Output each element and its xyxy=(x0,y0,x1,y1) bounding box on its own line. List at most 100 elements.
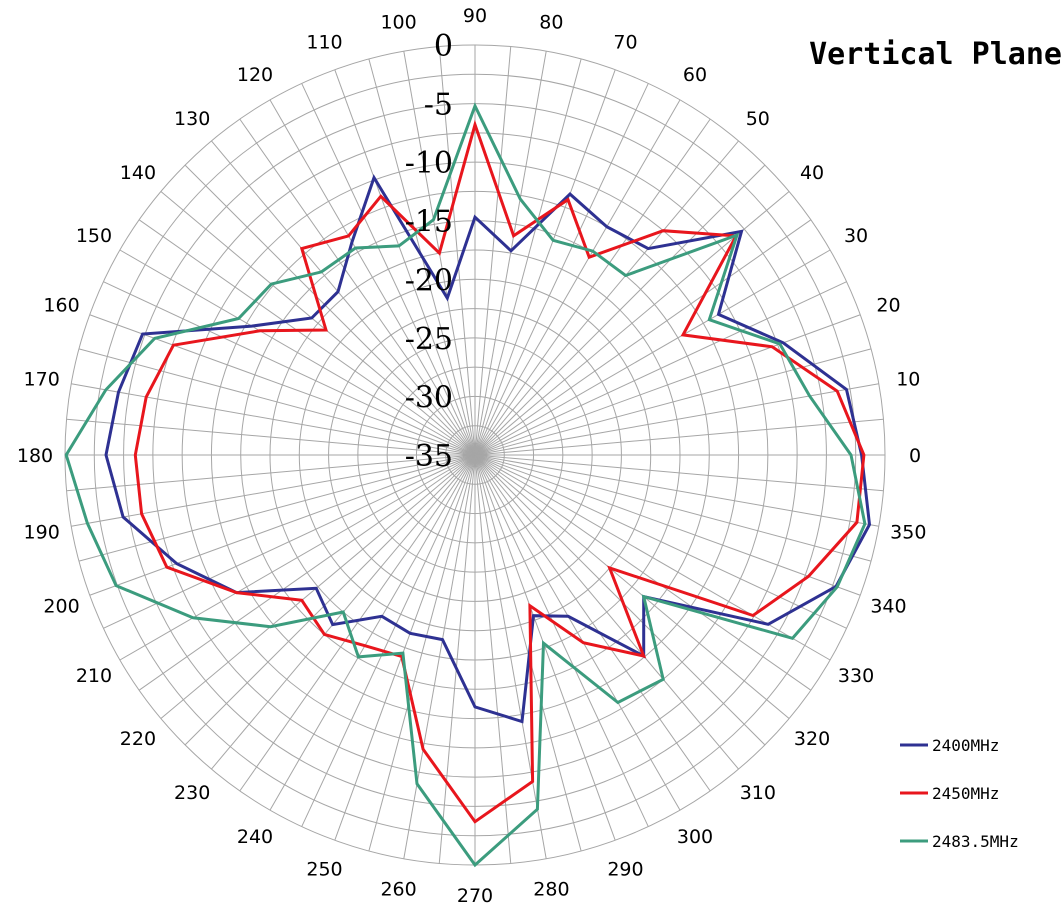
grid-spoke xyxy=(474,164,766,456)
angle-tick-label: 330 xyxy=(838,665,874,687)
grid-spoke xyxy=(474,454,649,827)
grid-spoke xyxy=(474,418,884,456)
angle-tick-label: 200 xyxy=(43,595,79,617)
grid-spoke xyxy=(119,249,476,456)
angle-tick-label: 270 xyxy=(457,885,493,907)
grid-spoke xyxy=(160,454,476,719)
grid-spoke xyxy=(474,454,547,859)
grid-spoke xyxy=(239,454,476,792)
grid-spoke xyxy=(474,454,884,492)
legend-label: 2400MHz xyxy=(932,736,999,755)
angle-tick-label: 280 xyxy=(533,878,569,900)
angle-tick-label: 260 xyxy=(380,878,416,900)
grid-spoke xyxy=(103,281,476,456)
radial-tick-label: -15 xyxy=(405,205,453,240)
grid-spoke xyxy=(403,454,476,859)
angle-tick-label: 190 xyxy=(24,521,60,543)
grid-spoke xyxy=(239,118,476,456)
grid-spoke xyxy=(474,454,831,661)
radial-tick-label: -35 xyxy=(405,439,453,474)
grid-spoke xyxy=(474,83,649,456)
grid-spoke xyxy=(474,140,739,456)
series-line-2450MHz xyxy=(133,119,866,824)
grid-spoke xyxy=(103,454,476,629)
grid-spoke xyxy=(474,69,616,456)
grid-spoke xyxy=(138,219,476,456)
angle-tick-label: 220 xyxy=(120,728,156,750)
grid-spoke xyxy=(119,454,476,661)
grid-spoke xyxy=(138,454,476,691)
grid-spoke xyxy=(184,454,476,746)
angle-tick-label: 20 xyxy=(876,295,900,317)
angle-tick-label: 180 xyxy=(17,445,53,467)
grid-spoke xyxy=(66,418,476,456)
series-lines xyxy=(64,102,872,868)
angle-tick-label: 10 xyxy=(896,369,920,391)
angle-tick-label: 130 xyxy=(174,108,210,130)
angle-tick-label: 150 xyxy=(76,225,112,247)
series-line-2483.5MHz xyxy=(64,102,867,868)
grid-spoke xyxy=(474,383,879,456)
grid-spoke xyxy=(474,454,872,562)
angle-tick-label: 100 xyxy=(380,12,416,34)
grid-spoke xyxy=(474,454,512,864)
grid-spoke xyxy=(71,383,476,456)
grid-spoke xyxy=(438,454,476,864)
angle-tick-label: 40 xyxy=(800,162,824,184)
angle-tick-label: 30 xyxy=(844,225,868,247)
angle-tick-label: 120 xyxy=(237,64,273,86)
angle-tick-label: 50 xyxy=(746,108,770,130)
radial-tick-label: -10 xyxy=(405,146,453,181)
angle-tick-label: 140 xyxy=(120,162,156,184)
grid-spoke xyxy=(211,140,476,456)
angle-tick-label: 350 xyxy=(890,521,926,543)
radial-tick-label: 0 xyxy=(434,29,453,64)
angle-tick-labels: 0 10 20 30 40 50 60 70 80 90 100 110 120 130 140 150 160… xyxy=(17,5,927,907)
radial-tick-label: -20 xyxy=(405,263,453,298)
grid-spoke xyxy=(474,118,711,456)
grid-spoke xyxy=(334,454,476,841)
legend-label: 2450MHz xyxy=(932,784,999,803)
grid-spoke xyxy=(474,314,861,456)
grid-spoke xyxy=(474,454,711,792)
angle-tick-label: 90 xyxy=(463,5,487,27)
grid-spoke xyxy=(301,454,476,827)
angle-tick-label: 60 xyxy=(683,64,707,86)
grid-spoke xyxy=(368,454,476,852)
radial-tick-label: -5 xyxy=(424,88,453,123)
angle-tick-label: 290 xyxy=(607,858,643,880)
grid-spoke xyxy=(160,191,476,456)
angle-tick-label: 250 xyxy=(306,858,342,880)
angle-tick-label: 170 xyxy=(24,369,60,391)
grid-spoke xyxy=(474,454,616,841)
grid-spoke xyxy=(474,99,681,456)
grid-spoke xyxy=(474,51,547,456)
angle-tick-label: 70 xyxy=(613,32,637,54)
angle-tick-label: 80 xyxy=(539,12,563,34)
grid-spoke xyxy=(474,454,812,691)
grid-spoke xyxy=(474,281,847,456)
grid-spoke xyxy=(438,46,476,456)
angle-tick-label: 160 xyxy=(43,295,79,317)
grid-spoke xyxy=(474,454,790,719)
grid-spoke xyxy=(184,164,476,456)
grid-spoke xyxy=(71,454,476,527)
grid-spoke xyxy=(474,348,872,456)
grid-spoke xyxy=(78,348,476,456)
grid-spoke xyxy=(89,454,476,596)
angle-tick-label: 340 xyxy=(870,595,906,617)
angle-tick-label: 240 xyxy=(237,826,273,848)
radial-tick-label: -25 xyxy=(405,322,453,357)
grid-spoke xyxy=(474,454,766,746)
legend-label: 2483.5MHz xyxy=(932,832,1019,851)
grid-spoke xyxy=(474,454,879,527)
radial-tick-label: -30 xyxy=(405,380,453,415)
angle-tick-label: 210 xyxy=(76,665,112,687)
angular-grid-spokes xyxy=(65,45,885,865)
chart-title: Vertical Plane xyxy=(809,37,1062,72)
grid-spoke xyxy=(334,69,476,456)
grid-spoke xyxy=(269,454,476,811)
radial-tick-labels: 0 -5 -10 -15 -20 -25 -30 -35 xyxy=(405,29,453,474)
grid-spoke xyxy=(78,454,476,562)
